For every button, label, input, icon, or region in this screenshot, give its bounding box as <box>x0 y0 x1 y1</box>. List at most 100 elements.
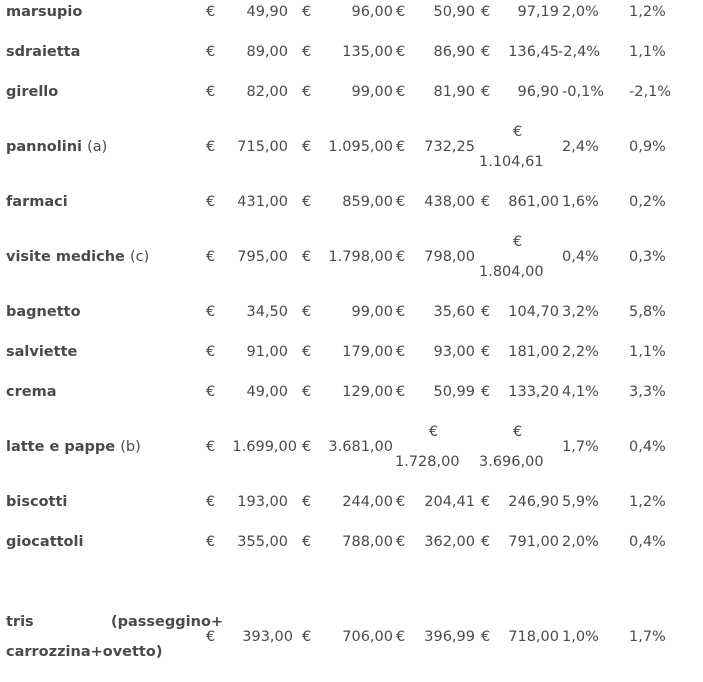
value-cell: 193,00 <box>237 494 288 510</box>
value-cell: 181,00 <box>508 344 559 360</box>
row-label: visite mediche <box>6 249 125 265</box>
euro-sign: € <box>302 44 312 60</box>
euro-sign: € <box>302 534 312 550</box>
euro-sign: € <box>302 4 312 20</box>
value-cell: 791,00 <box>508 534 559 550</box>
value-cell: 129,00 <box>342 384 393 400</box>
value-cell: 49,00 <box>246 384 288 400</box>
euro-sign: € <box>429 424 439 440</box>
pct-cell: 1,0% <box>562 629 599 645</box>
euro-sign: € <box>396 304 406 320</box>
euro-sign: € <box>481 194 491 210</box>
euro-sign: € <box>396 249 406 265</box>
euro-sign: € <box>481 4 491 20</box>
pct-cell: 5,9% <box>562 494 599 510</box>
euro-sign: € <box>206 139 216 155</box>
pct-cell: 0,4% <box>629 439 666 455</box>
pct-cell: 3,2% <box>562 304 599 320</box>
euro-sign: € <box>513 124 523 140</box>
value-cell: 204,41 <box>424 494 475 510</box>
row-label: bagnetto <box>6 304 81 320</box>
pct-cell: 1,2% <box>629 4 666 20</box>
value-cell: 96,90 <box>517 84 559 100</box>
euro-sign: € <box>481 344 491 360</box>
euro-sign: € <box>396 84 406 100</box>
euro-sign: € <box>206 384 216 400</box>
euro-sign: € <box>302 249 312 265</box>
value-cell: 795,00 <box>237 249 288 265</box>
pct-cell: 1,6% <box>562 194 599 210</box>
euro-sign: € <box>302 439 312 455</box>
euro-sign: € <box>396 139 406 155</box>
euro-sign: € <box>206 249 216 265</box>
euro-sign: € <box>206 439 216 455</box>
value-cell: 35,60 <box>433 304 475 320</box>
value-cell: 179,00 <box>342 344 393 360</box>
value-cell: 396,99 <box>424 629 475 645</box>
euro-sign: € <box>206 304 216 320</box>
euro-sign: € <box>206 84 216 100</box>
value-cell: 1.798,00 <box>328 249 393 265</box>
value-cell: 135,00 <box>342 44 393 60</box>
value-cell: 50,90 <box>433 4 475 20</box>
value-cell: 246,90 <box>508 494 559 510</box>
euro-sign: € <box>481 534 491 550</box>
euro-sign: € <box>396 4 406 20</box>
value-cell: 34,50 <box>246 304 288 320</box>
pct-cell: 1,1% <box>629 44 666 60</box>
value-cell: 97,19 <box>517 4 559 20</box>
value-cell: 706,00 <box>342 629 393 645</box>
euro-sign: € <box>481 44 491 60</box>
value-cell: 859,00 <box>342 194 393 210</box>
euro-sign: € <box>302 84 312 100</box>
row-note: (b) <box>120 439 141 455</box>
value-cell: 86,90 <box>433 44 475 60</box>
euro-sign: € <box>206 4 216 20</box>
value-cell: 393,00 <box>242 629 293 645</box>
value-cell: 715,00 <box>237 139 288 155</box>
euro-sign: € <box>206 629 216 645</box>
pct-cell: 2,0% <box>562 534 599 550</box>
pct-cell: 3,3% <box>629 384 666 400</box>
euro-sign: € <box>513 234 523 250</box>
row-label: girello <box>6 84 59 100</box>
value-cell: 3.696,00 <box>479 454 544 470</box>
value-cell: 81,90 <box>433 84 475 100</box>
row-label: tris <box>6 614 34 630</box>
row-label: salviette <box>6 344 78 360</box>
row-label-cont: (passeggino+ <box>111 614 224 630</box>
value-cell: 89,00 <box>246 44 288 60</box>
euro-sign: € <box>396 629 406 645</box>
euro-sign: € <box>206 344 216 360</box>
euro-sign: € <box>206 194 216 210</box>
euro-sign: € <box>481 494 491 510</box>
pct-cell: -2,4% <box>558 44 601 60</box>
pct-cell: 1,2% <box>629 494 666 510</box>
row-label-line2: carrozzina+ovetto) <box>6 644 163 660</box>
value-cell: 50,99 <box>433 384 475 400</box>
value-cell: 96,00 <box>351 4 393 20</box>
pct-cell: 1,1% <box>629 344 666 360</box>
row-label: pannolini <box>6 139 83 155</box>
euro-sign: € <box>481 304 491 320</box>
pct-cell: 2,2% <box>562 344 599 360</box>
value-cell: 1.104,61 <box>479 154 544 170</box>
pct-cell: 1,7% <box>562 439 599 455</box>
row-note: (c) <box>129 249 150 265</box>
euro-sign: € <box>481 84 491 100</box>
row-label: farmaci <box>6 194 68 210</box>
value-cell: 438,00 <box>424 194 475 210</box>
value-cell: 3.681,00 <box>328 439 393 455</box>
value-cell: 431,00 <box>237 194 288 210</box>
pct-cell: 0,4% <box>629 534 666 550</box>
pct-cell: -0,1% <box>562 84 605 100</box>
value-cell: 798,00 <box>424 249 475 265</box>
pct-cell: 1,7% <box>629 629 666 645</box>
euro-sign: € <box>302 494 312 510</box>
value-cell: 788,00 <box>342 534 393 550</box>
value-cell: 362,00 <box>424 534 475 550</box>
row-label: crema <box>6 384 57 400</box>
euro-sign: € <box>206 494 216 510</box>
value-cell: 104,70 <box>508 304 559 320</box>
euro-sign: € <box>302 139 312 155</box>
